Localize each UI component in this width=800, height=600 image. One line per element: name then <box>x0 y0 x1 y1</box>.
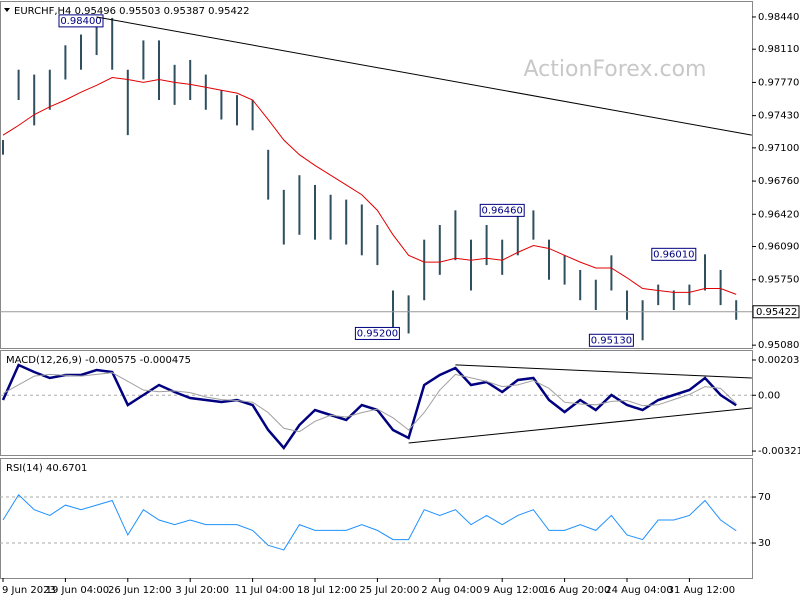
y-tick-label: 30 <box>758 538 771 549</box>
y-tick-label: 70 <box>758 492 771 503</box>
annotation-label: 0.96010 <box>653 249 694 260</box>
panel-frame <box>0 350 753 456</box>
y-tick-label: 0.96420 <box>758 209 799 220</box>
x-tick-label: 9 Jun 2023 <box>2 585 56 596</box>
last-price-box <box>752 305 800 319</box>
menu-triangle <box>4 8 10 12</box>
trendline <box>455 364 752 379</box>
x-tick-label: 16 Aug 20:00 <box>543 585 610 596</box>
y-tick-label: 0.95750 <box>758 275 799 286</box>
trendline <box>96 16 752 136</box>
y-tick-label: 0.97100 <box>758 143 799 154</box>
x-tick-label: 2 Aug 04:00 <box>421 585 482 596</box>
x-tick-label: 19 Jun 04:00 <box>46 585 110 596</box>
panel-title: EURCHF,H4 0.95496 0.95503 0.95387 0.9542… <box>14 6 250 17</box>
x-tick-label: 18 Jul 12:00 <box>297 585 357 596</box>
x-tick-label: 3 Jul 20:00 <box>175 585 229 596</box>
indicator-line <box>2 493 737 551</box>
panel-title: RSI(14) 40.6701 <box>6 463 87 474</box>
annotation-label: 0.98400 <box>60 16 101 27</box>
panel-frame <box>0 1 753 349</box>
indicator-line <box>2 372 737 433</box>
watermark: ActionForex.com <box>524 57 707 82</box>
trendline <box>408 407 752 444</box>
y-tick-label: 0.00 <box>758 390 780 401</box>
y-tick-label: 0.95080 <box>758 340 799 351</box>
annotation-box <box>58 14 104 28</box>
y-tick-label: 0.96760 <box>758 176 799 187</box>
x-tick-label: 9 Aug 12:00 <box>484 585 545 596</box>
y-tick-label: 0.002031 <box>758 355 800 366</box>
annotation-box <box>651 247 697 261</box>
annotation-box <box>588 333 634 347</box>
annotation-label: 0.96460 <box>482 205 523 216</box>
x-tick-label: 26 Jun 12:00 <box>108 585 172 596</box>
y-tick-label: -0.003214 <box>758 446 800 457</box>
y-tick-label: 0.98110 <box>758 44 799 55</box>
annotation-box <box>354 326 400 340</box>
x-tick-label: 24 Aug 04:00 <box>605 585 672 596</box>
y-tick-label: 0.98440 <box>758 12 799 23</box>
annotation-label: 0.95130 <box>591 335 632 346</box>
y-tick-label: 0.97430 <box>758 111 799 122</box>
x-tick-label: 31 Aug 12:00 <box>668 585 735 596</box>
y-tick-label: 0.97770 <box>758 77 799 88</box>
annotation-label: 0.95200 <box>357 328 398 339</box>
x-tick-label: 11 Jul 04:00 <box>235 585 295 596</box>
annotation-box <box>479 203 525 217</box>
moving-average <box>2 77 737 295</box>
y-tick-label: 0.96090 <box>758 242 799 253</box>
panel-title: MACD(12,26,9) -0.000575 -0.000475 <box>6 355 191 366</box>
panel-frame <box>0 458 753 579</box>
last-price-label: 0.95422 <box>756 307 797 318</box>
x-tick-label: 25 Jul 20:00 <box>359 585 419 596</box>
indicator-line <box>1 363 737 451</box>
